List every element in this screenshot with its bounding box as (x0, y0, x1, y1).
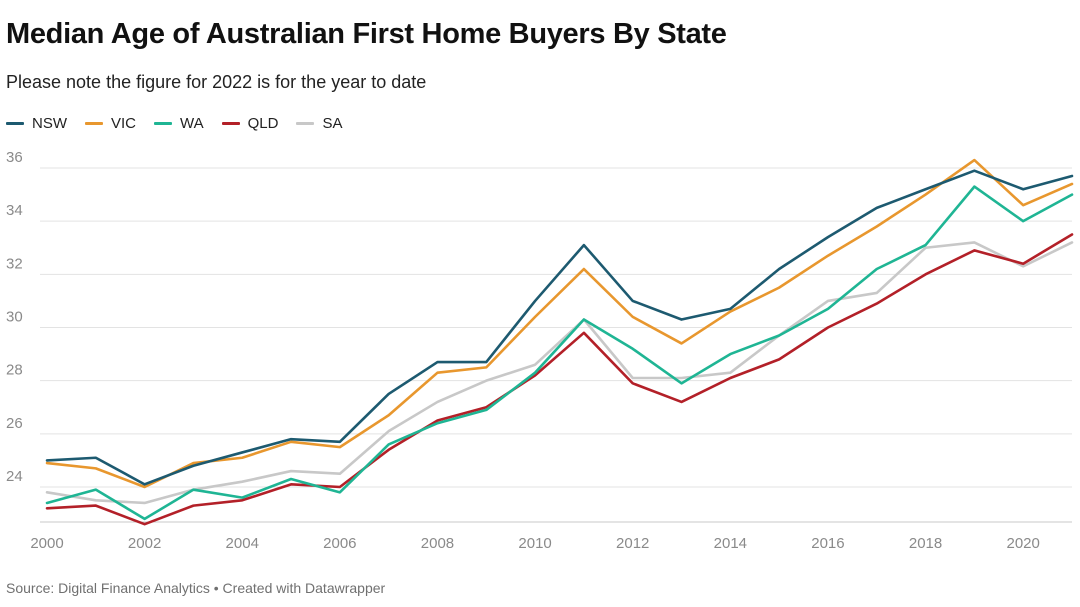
x-tick-label-2008: 2008 (421, 535, 454, 552)
y-tick-label-24: 24 (6, 468, 23, 485)
x-tick-label-2002: 2002 (128, 535, 161, 552)
x-tick-label-2016: 2016 (811, 535, 844, 552)
x-tick-label-2020: 2020 (1007, 535, 1040, 552)
x-tick-label-2018: 2018 (909, 535, 942, 552)
x-tick-label-2012: 2012 (616, 535, 649, 552)
series-lines (45, 158, 1074, 526)
chart-legend: NSW VIC WA QLD SA (6, 115, 360, 132)
x-tick-label-2004: 2004 (226, 535, 259, 552)
legend-label-nsw: NSW (32, 115, 67, 132)
legend-swatch-qld (221, 122, 240, 125)
legend-swatch-wa (154, 122, 173, 125)
legend-swatch-nsw (6, 122, 24, 125)
x-tick-label-2000: 2000 (30, 535, 63, 552)
chart-subtitle: Please note the figure for 2022 is for t… (6, 72, 427, 92)
y-tick-label-26: 26 (6, 415, 23, 432)
legend-item-wa: WA (154, 115, 204, 132)
series-line-qld (45, 233, 1074, 526)
legend-swatch-vic (85, 122, 103, 125)
x-tick-label-2014: 2014 (714, 535, 747, 552)
legend-label-vic: VIC (111, 115, 137, 132)
series-line-vic (45, 158, 1074, 489)
series-line-wa (45, 185, 1074, 521)
y-tick-label-30: 30 (6, 309, 23, 326)
chart-source: Source: Digital Finance Analytics • Crea… (6, 580, 386, 596)
legend-swatch-sa (296, 122, 315, 125)
y-tick-label-34: 34 (6, 202, 23, 219)
x-tick-label-2010: 2010 (518, 535, 551, 552)
chart-title: Median Age of Australian First Home Buye… (6, 18, 727, 50)
legend-item-sa: SA (296, 115, 342, 132)
legend-label-wa: WA (180, 115, 204, 132)
legend-item-vic: VIC (85, 115, 136, 132)
axis-labels: 24 26 28 30 32 34 36 2000 2002 2004 2006 2008 2010 20… (6, 149, 1040, 552)
legend-label-sa: SA (322, 115, 343, 132)
y-tick-label-28: 28 (6, 362, 23, 379)
legend-item-qld: QLD (221, 115, 279, 132)
series-line-nsw (45, 169, 1074, 486)
series-line-sa (45, 241, 1074, 505)
y-tick-label-36: 36 (6, 149, 23, 166)
legend-label-qld: QLD (247, 115, 279, 132)
y-tick-label-32: 32 (6, 255, 23, 272)
x-tick-label-2006: 2006 (323, 535, 356, 552)
legend-item-nsw: NSW (6, 115, 67, 132)
